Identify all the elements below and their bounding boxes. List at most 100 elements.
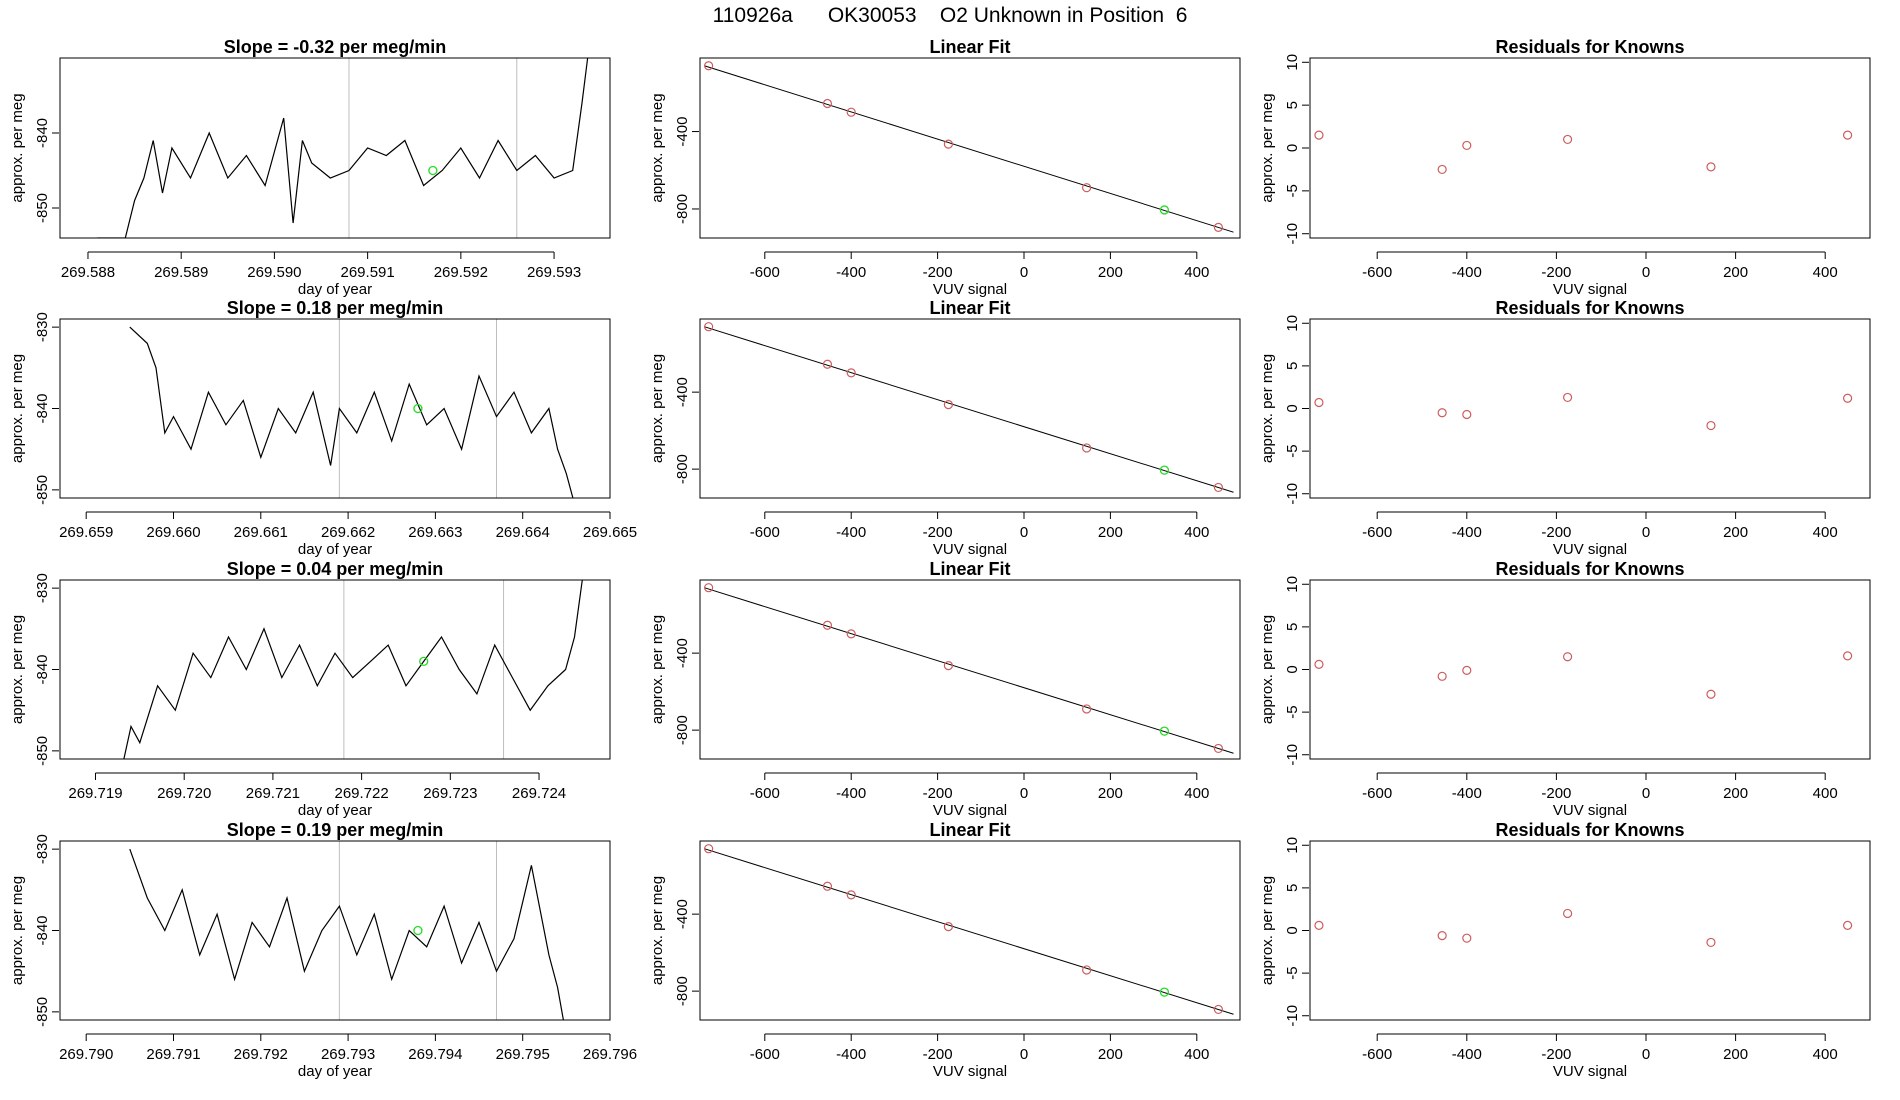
y-tick-label: 0 (1284, 665, 1301, 673)
unknown-point (1159, 726, 1170, 736)
panel-timeseries-1: Slope = -0.32 per meg/min 269.588 269.589 2… (9, 37, 611, 298)
x-tick-label: 269.590 (247, 264, 301, 281)
plot-frame (1309, 840, 1871, 1021)
x-tick-label: -400 (1452, 785, 1482, 802)
y-tick-label: -10 (1284, 1005, 1301, 1027)
x-tick-label: 269.661 (234, 524, 288, 541)
y-tick-label: -850 (34, 475, 51, 505)
x-tick-label: 269.593 (527, 264, 581, 281)
panel-timeseries-2: Slope = 0.18 per meg/min 269.659 269.660 26… (9, 298, 637, 558)
plot-title: Residuals for Knowns (1495, 559, 1684, 579)
data-point (1082, 704, 1092, 714)
x-tick-label: 269.790 (59, 1046, 113, 1063)
panel-linear-fit-1: Linear Fit -600 -400 -200 0 200 400 VUV signal -… (649, 37, 1241, 298)
plot-data (1314, 130, 1853, 175)
x-tick-label: 200 (1098, 785, 1123, 802)
x-tick-label: 400 (1184, 264, 1209, 281)
x-tick-label: 0 (1020, 785, 1028, 802)
x-tick-label: 0 (1642, 785, 1650, 802)
unknown-point (1159, 987, 1170, 997)
data-point (943, 661, 954, 671)
x-tick-label: 269.721 (246, 785, 300, 802)
x-tick-label: 400 (1184, 524, 1209, 541)
data-point (846, 368, 856, 378)
x-axis-label: day of year (298, 802, 372, 819)
data-point (822, 620, 833, 630)
plot-data (704, 844, 1234, 1015)
series-line (97, 58, 589, 238)
data-point (1842, 393, 1853, 403)
fit-line (704, 326, 1234, 493)
unknown-point (413, 925, 423, 936)
x-tick-label: 0 (1020, 524, 1028, 541)
y-tick-label: 0 (1284, 144, 1301, 152)
y-axis-label: approx. per meg (9, 876, 26, 985)
x-tick-label: -400 (1452, 264, 1482, 281)
data-point (1082, 443, 1092, 453)
x-tick-label: 200 (1098, 1046, 1123, 1063)
y-axis-label: approx. per meg (649, 354, 666, 463)
data-point (1562, 908, 1573, 919)
y-tick-label: 0 (1284, 926, 1301, 934)
y-axis-label: approx. per meg (1259, 93, 1276, 202)
panel-residuals-2: Residuals for Knowns -600 -400 -200 0 200 400 V… (1259, 298, 1871, 558)
x-axis-label: VUV signal (1553, 541, 1627, 558)
data-point (1706, 937, 1716, 948)
x-axis-label: VUV signal (1553, 802, 1627, 819)
plot-data (129, 841, 565, 1020)
data-point (1213, 482, 1224, 493)
x-axis-label: day of year (298, 281, 372, 298)
x-tick-label: 400 (1813, 785, 1838, 802)
x-tick-label: -600 (1362, 785, 1392, 802)
plot-data (704, 322, 1234, 493)
x-tick-label: -400 (836, 524, 866, 541)
y-tick-label: -5 (1284, 444, 1301, 457)
data-point (846, 629, 856, 639)
fit-line (704, 65, 1234, 233)
panel-linear-fit-4: Linear Fit -600 -400 -200 0 200 400 VUV signal -… (649, 820, 1241, 1080)
data-point (1706, 162, 1716, 172)
plot-frame (699, 840, 1241, 1021)
y-tick-label: -830 (34, 573, 51, 603)
unknown-point (413, 403, 423, 414)
x-tick-label: -400 (1452, 1046, 1482, 1063)
x-tick-label: 200 (1723, 1046, 1748, 1063)
y-tick-label: -840 (34, 654, 51, 684)
x-tick-label: 0 (1020, 264, 1028, 281)
x-axis-label: VUV signal (933, 281, 1007, 298)
x-tick-label: 0 (1020, 1046, 1028, 1063)
x-tick-label: -200 (923, 1046, 953, 1063)
x-axis-label: VUV signal (933, 802, 1007, 819)
x-tick-label: -200 (1541, 524, 1571, 541)
x-tick-label: -600 (750, 524, 780, 541)
plot-frame (59, 579, 611, 760)
y-tick-label: 5 (1284, 884, 1301, 892)
y-tick-label: -5 (1284, 705, 1301, 718)
y-tick-label: 10 (1284, 54, 1301, 71)
x-tick-label: -600 (1362, 524, 1392, 541)
x-tick-label: 269.659 (59, 524, 113, 541)
figure-suptitle: 110926a OK30053 O2 Unknown in Position 6 (712, 4, 1188, 27)
x-tick-label: 269.588 (61, 264, 115, 281)
unknown-point (1159, 465, 1170, 475)
plot-frame (699, 579, 1241, 760)
data-point (704, 322, 714, 332)
data-point (704, 844, 714, 854)
x-tick-label: 269.660 (146, 524, 200, 541)
x-tick-label: -400 (836, 785, 866, 802)
y-tick-label: 5 (1284, 362, 1301, 370)
x-axis-label: VUV signal (1553, 1063, 1627, 1080)
data-point (822, 881, 833, 891)
x-tick-label: 200 (1723, 785, 1748, 802)
y-axis-label: approx. per meg (9, 354, 26, 463)
x-tick-label: -200 (1541, 264, 1571, 281)
x-tick-label: 0 (1642, 264, 1650, 281)
y-axis-label: approx. per meg (1259, 876, 1276, 985)
data-point (943, 139, 954, 149)
x-tick-label: -200 (923, 524, 953, 541)
y-axis-label: approx. per meg (649, 93, 666, 202)
plot-title: Linear Fit (929, 37, 1010, 57)
x-tick-label: 269.665 (583, 524, 637, 541)
plot-data (129, 319, 574, 498)
panel-residuals-1: Residuals for Knowns -600 -400 -200 0 200 400 V… (1259, 37, 1871, 298)
